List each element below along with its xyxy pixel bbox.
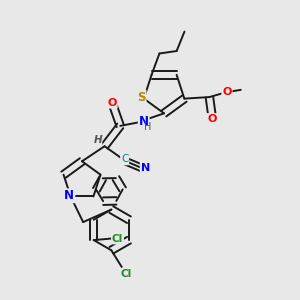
Text: H: H bbox=[93, 135, 102, 145]
Text: O: O bbox=[107, 98, 117, 108]
Text: S: S bbox=[137, 91, 146, 103]
Text: H: H bbox=[144, 122, 152, 132]
Text: Cl: Cl bbox=[112, 233, 123, 244]
Text: N: N bbox=[139, 115, 149, 128]
Text: O: O bbox=[207, 114, 217, 124]
Text: C: C bbox=[121, 154, 128, 164]
Text: Cl: Cl bbox=[120, 269, 131, 279]
Text: O: O bbox=[222, 87, 232, 97]
Text: N: N bbox=[141, 163, 150, 172]
Text: N: N bbox=[64, 189, 74, 202]
